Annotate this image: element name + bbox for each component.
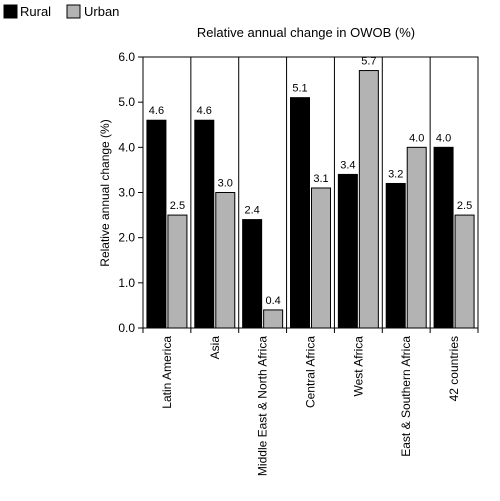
category-label: West Africa xyxy=(351,336,365,397)
data-label-urban: 4.0 xyxy=(409,132,424,144)
bar-urban xyxy=(215,192,236,329)
bar-urban xyxy=(454,214,475,329)
y-tick-label: 0.0 xyxy=(118,321,135,335)
category-label: Latin America xyxy=(160,336,174,409)
chart-title: Relative annual change in OWOB (%) xyxy=(197,25,415,40)
bar-urban xyxy=(406,146,427,329)
data-label-urban: 0.4 xyxy=(265,295,280,307)
y-tick-label: 2.0 xyxy=(118,231,135,245)
data-label-urban: 5.7 xyxy=(361,56,376,68)
y-tick-label: 1.0 xyxy=(118,276,135,290)
legend-label-urban: Urban xyxy=(84,4,119,19)
bar-rural xyxy=(385,182,406,329)
data-label-urban: 2.5 xyxy=(170,200,185,212)
bar-rural xyxy=(337,173,358,329)
data-label-rural: 4.6 xyxy=(197,105,212,117)
data-label-urban: 2.5 xyxy=(457,200,472,212)
legend-swatch-urban xyxy=(66,4,81,19)
data-label-urban: 3.0 xyxy=(218,178,233,190)
bar-rural xyxy=(242,219,263,329)
data-label-rural: 3.4 xyxy=(340,159,355,171)
y-tick-label: 4.0 xyxy=(118,140,135,154)
bar-urban xyxy=(311,187,331,329)
data-label-rural: 2.4 xyxy=(244,205,259,217)
y-tick-label: 5.0 xyxy=(118,95,135,109)
category-label: Central Africa xyxy=(304,336,318,408)
y-tick-label: 3.0 xyxy=(118,186,135,200)
data-label-urban: 3.1 xyxy=(313,173,328,185)
data-label-rural: 4.6 xyxy=(149,105,164,117)
y-axis-label: Relative annual change (%) xyxy=(98,119,112,266)
bar-urban xyxy=(358,70,379,329)
bar-rural xyxy=(433,146,454,329)
category-label: 42 countries xyxy=(447,336,461,401)
bar-rural xyxy=(194,119,215,329)
legend-label-rural: Rural xyxy=(20,4,51,19)
bar-rural xyxy=(146,119,167,329)
bar-urban xyxy=(263,309,284,329)
legend-swatch-rural xyxy=(3,4,18,19)
legend: Rural Urban xyxy=(3,4,119,19)
plot-frame xyxy=(142,56,479,329)
data-label-rural: 5.1 xyxy=(292,83,307,95)
category-label: East & Southern Africa xyxy=(399,336,413,457)
category-label: Middle East & North Africa xyxy=(256,336,270,476)
category-label: Asia xyxy=(208,336,222,360)
plot-area: 0.0 1.0 2.0 3.0 4.0 5.0 6.0 4.6 2.5 Latin America… xyxy=(118,50,479,476)
data-label-rural: 3.2 xyxy=(388,168,403,180)
data-label-rural: 4.0 xyxy=(436,132,451,144)
bar-urban xyxy=(167,214,188,329)
y-tick-label: 6.0 xyxy=(118,50,135,64)
bar-rural xyxy=(290,97,310,329)
